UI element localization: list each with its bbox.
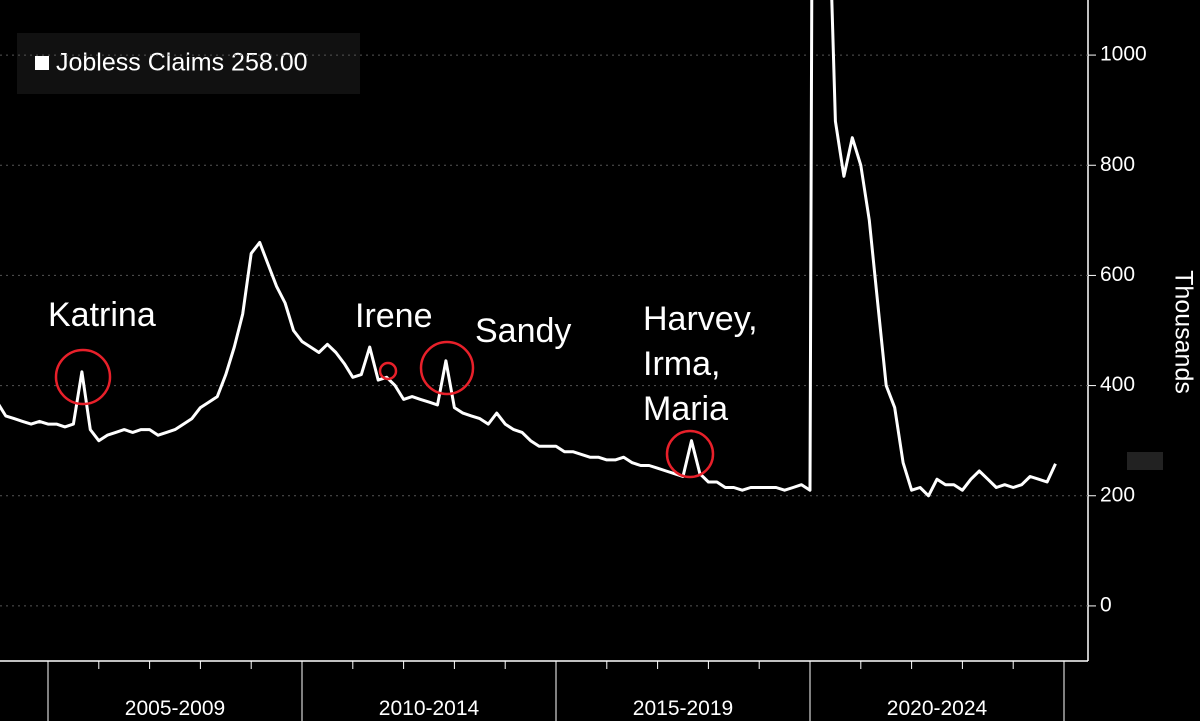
y-tick-label: 1000 (1100, 43, 1147, 66)
period-label: 2020-2024 (887, 697, 988, 720)
annotation-circle (419, 340, 475, 396)
annotation-text: Irene (355, 297, 433, 335)
annotation-circle (378, 361, 398, 381)
annotation-text: Harvey, (643, 300, 758, 338)
period-label: 2015-2019 (633, 697, 733, 720)
series-line (0, 0, 1057, 498)
annotation-circle (665, 429, 715, 479)
y-axis-label: Thousands (1169, 270, 1197, 394)
annotation-text: Sandy (475, 312, 571, 350)
y-tick-label: 600 (1100, 263, 1135, 286)
legend-label: Jobless Claims 258.00 (56, 49, 308, 77)
period-label: 2010-2014 (379, 697, 480, 720)
legend-swatch (35, 56, 49, 70)
annotation-circle (54, 348, 112, 406)
chart-icon (1127, 452, 1163, 470)
y-tick-label: 200 (1100, 483, 1135, 506)
annotation-text: Irma, (643, 345, 720, 383)
plot-area (0, 0, 1057, 498)
y-tick-label: 400 (1100, 373, 1135, 396)
annotation-text: Katrina (48, 296, 156, 334)
legend-box (17, 33, 360, 94)
y-tick-label: 800 (1100, 153, 1135, 176)
annotation-text: Maria (643, 390, 728, 428)
period-label: 2005-2009 (125, 697, 225, 720)
y-tick-label: 0 (1100, 593, 1112, 616)
